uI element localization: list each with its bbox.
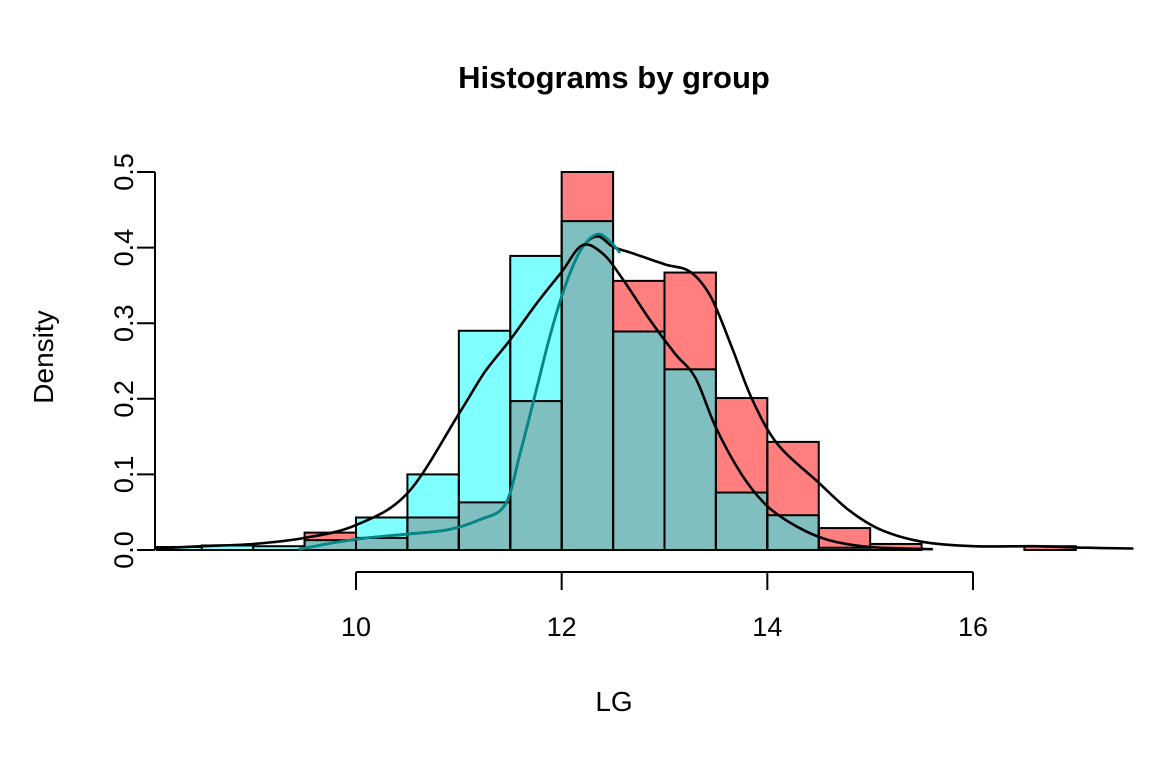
x-tick-label: 14	[752, 612, 782, 642]
y-tick-label: 0.3	[109, 304, 139, 342]
chart-title: Histograms by group	[458, 60, 770, 95]
cyan-histogram-bar	[715, 492, 768, 550]
cyan-histogram-bar	[253, 546, 305, 550]
cyan-histogram-bar	[664, 369, 716, 550]
x-tick-label: 12	[547, 612, 577, 642]
cyan-histogram-bar	[613, 331, 665, 550]
cyan-group-density-curve	[154, 243, 934, 551]
x-axis-label: LG	[595, 686, 633, 717]
cyan-histogram-bar	[304, 540, 356, 550]
y-tick-label: 0.4	[109, 229, 139, 267]
cyan-histogram-bar	[510, 255, 562, 550]
cyan-histogram-bar	[561, 221, 614, 550]
cyan-histogram-bar	[201, 545, 254, 550]
cyan-histogram-bar	[818, 547, 871, 550]
red-histogram-bar	[1024, 546, 1076, 550]
x-tick-label: 16	[958, 612, 988, 642]
teal-density-curve	[298, 232, 621, 551]
cyan-histogram-bar	[407, 474, 459, 550]
cyan-histogram-bar	[458, 330, 511, 550]
y-tick-label: 0.0	[109, 531, 139, 569]
y-tick-label: 0.1	[109, 456, 139, 494]
y-tick-label: 0.5	[109, 153, 139, 191]
y-tick-label: 0.2	[109, 380, 139, 418]
red-histogram-bar	[870, 543, 922, 550]
x-tick-label: 10	[341, 612, 371, 642]
